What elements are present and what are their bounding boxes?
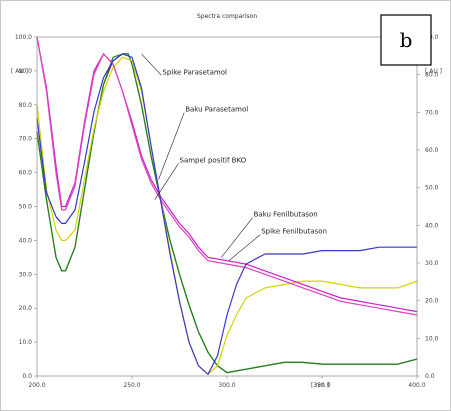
annotation-label: Baku Parasetamol [185,106,248,114]
annotation-leader [221,217,253,258]
y-right-tick-label: 10.0 [425,335,439,342]
annotation-leader [141,53,162,76]
annotation-leader [158,112,185,180]
y-right-tick-label: 70.0 [425,109,439,116]
y-right-tick-label: 50.0 [425,185,439,192]
y-right-tick-label: 20.0 [425,298,439,305]
y-right-tick-label: 60.0 [425,147,439,154]
y-left-tick-label: 0.0 [22,373,32,380]
series-line-6 [36,53,418,375]
y-left-tick-label: 90.0 [19,68,33,75]
annotation-label: Baku Fenilbutason [254,211,318,219]
series-line-1 [36,53,418,374]
y-left-tick-label: 50.0 [19,204,33,211]
annotation-label: Spike Fenilbutason [261,228,327,236]
panel-label: b [400,28,413,52]
x-tick-label: 300.0 [218,382,235,389]
y-axis-right-label: [ AU ] [425,68,442,75]
chart-title: Spectra comparison [197,13,257,20]
annotation-label: Sampel positif BKO [180,156,247,164]
annotation-leader [154,163,179,200]
panel-label-box [380,14,432,66]
annotation-leader [228,234,261,261]
y-left-tick-label: 30.0 [19,271,33,278]
series-line-2 [36,53,418,374]
y-axis-left-label: [ AU ] [11,68,28,75]
y-left-tick-label: 10.0 [19,339,33,346]
x-tick-label: 250.0 [123,382,140,389]
x-tick-label: 200.0 [28,382,45,389]
y-left-tick-label: 80.0 [19,102,33,109]
x-tick-label: 350.0 [313,382,330,389]
series-line-5 [36,36,418,316]
y-right-tick-label: 0.0 [425,373,435,380]
series-line-4 [36,36,418,313]
y-right-tick-label: 80.0 [425,72,439,79]
x-tick-label: 400.0 [408,382,425,389]
annotation-label: Spike Parasetamol [162,68,227,76]
y-left-tick-label: 100.0 [15,34,32,41]
y-right-tick-label: 90.0 [425,34,439,41]
y-left-tick-label: 60.0 [19,170,33,177]
y-right-tick-label: 40.0 [425,222,439,229]
plot-area [36,36,418,377]
y-left-tick-label: 40.0 [19,237,33,244]
y-left-tick-label: 20.0 [19,305,33,312]
y-right-tick-label: 30.0 [425,260,439,267]
y-left-tick-label: 70.0 [19,136,33,143]
x-axis-label: [ nm ] [311,382,329,389]
